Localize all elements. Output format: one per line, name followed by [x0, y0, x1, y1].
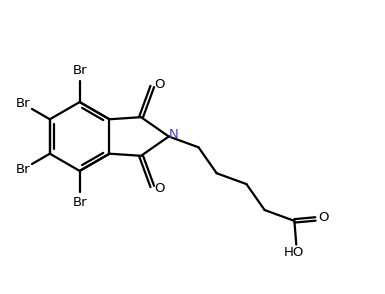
- Text: N: N: [169, 128, 179, 141]
- Text: O: O: [318, 211, 329, 224]
- Text: O: O: [154, 78, 164, 91]
- Text: Br: Br: [15, 97, 30, 110]
- Text: Br: Br: [15, 163, 30, 176]
- Text: O: O: [154, 182, 164, 195]
- Text: Br: Br: [72, 196, 87, 209]
- Text: Br: Br: [72, 64, 87, 77]
- Text: HO: HO: [284, 246, 305, 260]
